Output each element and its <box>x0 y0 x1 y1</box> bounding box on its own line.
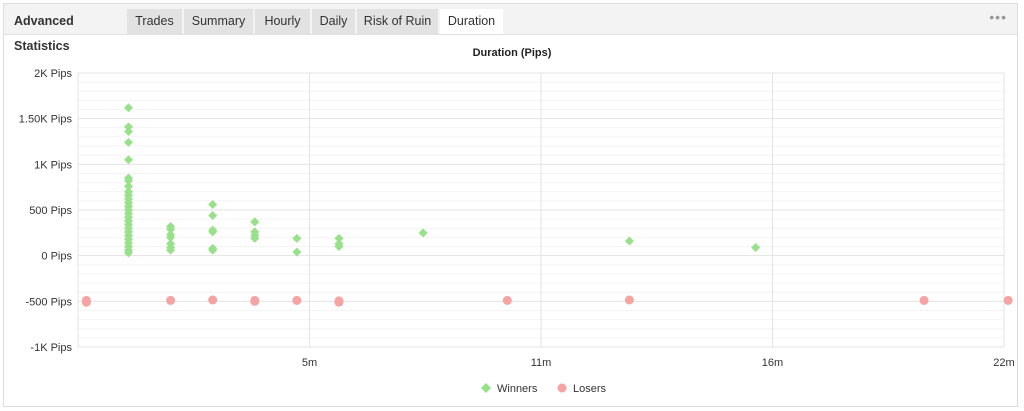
y-tick-label: -1K Pips <box>30 342 72 354</box>
tab-bar: Advanced Statistics Trades Summary Hourl… <box>4 4 1017 53</box>
winner-point <box>624 236 634 246</box>
duration-scatter-chart: Duration (Pips) 2K Pips 1.50K Pips 1K Pips… <box>19 47 1015 395</box>
loser-point <box>208 295 218 305</box>
tab-advanced-statistics: Advanced Statistics <box>4 9 126 53</box>
winner-point <box>418 228 428 238</box>
tab-daily[interactable]: Daily <box>312 9 356 34</box>
loser-point <box>624 295 634 305</box>
loser-point <box>292 295 302 305</box>
y-tick-label: 2K Pips <box>34 68 72 80</box>
winner-point <box>208 245 218 255</box>
tab-trades[interactable]: Trades <box>127 9 183 34</box>
winner-point <box>124 176 134 186</box>
y-tick-label: 0 Pips <box>41 251 72 263</box>
winner-point <box>124 137 134 147</box>
winner-point <box>124 248 134 258</box>
tab-duration[interactable]: Duration <box>440 9 504 34</box>
winner-point <box>166 232 176 242</box>
advanced-statistics-panel: Advanced Statistics Trades Summary Hourl… <box>3 3 1018 407</box>
winner-point <box>208 210 218 220</box>
winner-point <box>124 181 134 191</box>
x-tick-label: 22m <box>993 357 1014 369</box>
loser-point <box>250 296 260 306</box>
x-tick-label: 11m <box>531 357 552 369</box>
loser-point <box>166 295 176 305</box>
chart-title: Duration (Pips) <box>473 47 552 59</box>
winner-point <box>250 233 260 243</box>
loser-point <box>81 296 91 306</box>
winner-point <box>334 242 344 252</box>
winner-point <box>751 242 761 252</box>
y-tick-label: 500 Pips <box>29 205 72 217</box>
loser-point <box>1003 295 1013 305</box>
x-tick-label: 16m <box>762 357 783 369</box>
winner-point <box>208 227 218 237</box>
winner-point <box>334 233 344 243</box>
legend-losers-label[interactable]: Losers <box>573 383 607 395</box>
winner-point <box>292 233 302 243</box>
grid-lines <box>77 72 1005 348</box>
loser-point <box>334 297 344 307</box>
more-dots-icon[interactable]: ••• <box>989 9 1007 25</box>
winner-point <box>124 155 134 165</box>
y-axis-ticks: 2K Pips 1.50K Pips 1K Pips 500 Pips 0 Pips -5… <box>19 68 73 354</box>
loser-point <box>919 295 929 305</box>
y-tick-label: -500 Pips <box>26 296 73 308</box>
winner-point <box>124 122 134 132</box>
legend-winners-icon <box>481 383 491 393</box>
legend[interactable]: Winners Losers <box>481 383 607 395</box>
y-tick-label: 1.50K Pips <box>19 114 73 126</box>
x-tick-label: 5m <box>302 357 317 369</box>
tab-summary[interactable]: Summary <box>184 9 254 34</box>
tab-hourly[interactable]: Hourly <box>255 9 311 34</box>
winner-point <box>124 103 134 113</box>
loser-point <box>502 295 512 305</box>
winner-point <box>250 217 260 227</box>
y-tick-label: 1K Pips <box>34 159 72 171</box>
winner-point <box>292 247 302 257</box>
winner-point <box>166 224 176 234</box>
legend-losers-icon <box>557 383 567 393</box>
tab-risk-of-ruin[interactable]: Risk of Ruin <box>357 9 439 34</box>
x-axis-ticks: 5m 11m 16m 22m <box>302 357 1015 369</box>
winner-point <box>124 126 134 136</box>
legend-winners-label[interactable]: Winners <box>497 383 538 395</box>
data-points <box>81 103 1013 307</box>
winner-point <box>166 245 176 255</box>
winner-point <box>208 200 218 210</box>
